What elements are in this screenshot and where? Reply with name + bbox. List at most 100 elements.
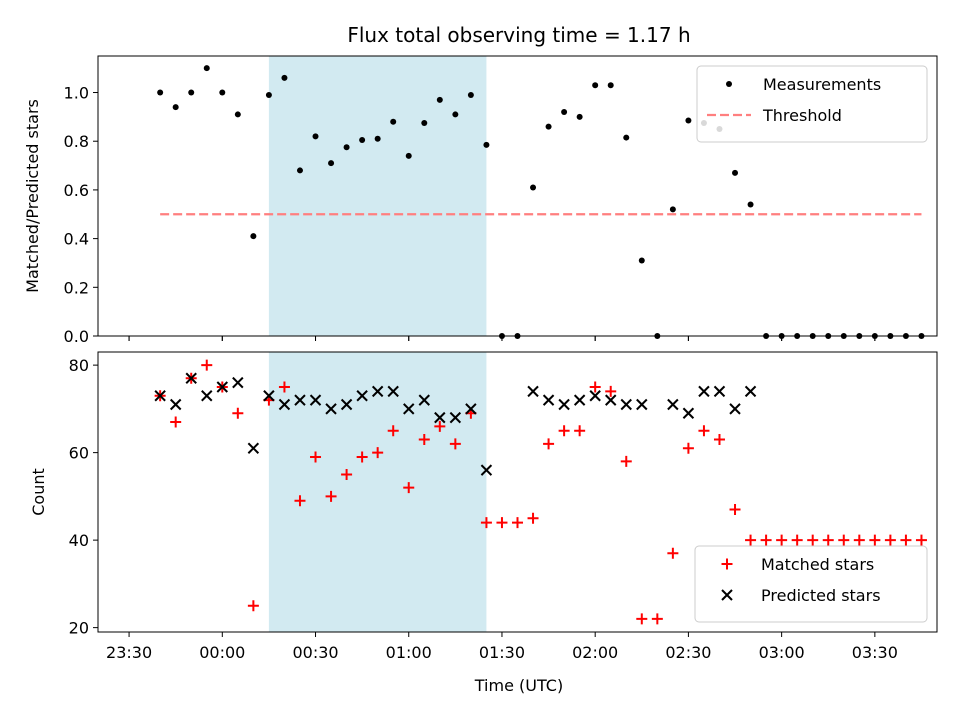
predicted-stars-point xyxy=(169,398,182,411)
y-tick-label: 60 xyxy=(69,444,89,463)
measurement-point xyxy=(250,233,257,240)
predicted-stars-point xyxy=(449,411,462,424)
matched-stars-point xyxy=(698,425,710,437)
measurement-point xyxy=(265,91,272,98)
measurement-point xyxy=(638,257,645,264)
predicted-stars-point xyxy=(201,390,213,402)
matched-stars-point xyxy=(201,359,213,371)
matched-stars-point xyxy=(558,425,570,437)
predicted-stars-point xyxy=(698,385,710,398)
y-tick-label: 80 xyxy=(69,356,89,375)
predicted-stars-point xyxy=(558,398,570,411)
measurement-point xyxy=(172,104,179,111)
matched-stars-point xyxy=(869,534,881,546)
legend-marker-x xyxy=(721,589,733,601)
matched-stars-point xyxy=(651,613,663,625)
predicted-stars-point xyxy=(713,385,726,398)
predicted-stars-point xyxy=(325,403,337,415)
legend-marker-dot xyxy=(726,81,732,87)
measurement-point xyxy=(483,141,490,148)
measurement-point xyxy=(296,167,303,174)
measurement-point xyxy=(592,82,599,89)
matched-stars-point xyxy=(341,469,353,480)
predicted-stars-point xyxy=(294,394,306,406)
matched-stars-point xyxy=(620,455,632,467)
matched-stars-point xyxy=(387,425,399,437)
matched-stars-point xyxy=(278,381,290,393)
shaded-observing-interval xyxy=(268,56,487,336)
measurement-point xyxy=(607,82,614,89)
predicted-stars-point xyxy=(418,394,430,406)
legend-marker-plus xyxy=(721,558,733,570)
matched-stars-point xyxy=(294,495,306,507)
legend-box xyxy=(694,545,928,623)
plot-frame xyxy=(97,55,938,337)
measurement-point xyxy=(669,206,676,213)
measurement-point xyxy=(576,113,583,120)
ratio-panel: 0.0 0.2 0.4 0.6 0.8 1.0 Matched/Predicted star… xyxy=(23,55,938,346)
matched-stars-point xyxy=(589,381,601,393)
matched-stars-point xyxy=(247,600,259,612)
matched-stars-point xyxy=(760,534,772,546)
predicted-stars-point xyxy=(465,403,477,415)
ratio-legend: Measurements Threshold xyxy=(696,65,928,143)
y-tick-label: 0.6 xyxy=(64,181,89,200)
predicted-stars-point xyxy=(185,372,197,384)
matched-stars-point xyxy=(480,517,492,529)
matched-stars-point xyxy=(713,434,725,445)
predicted-stars-point xyxy=(434,411,446,424)
measurement-point xyxy=(436,96,443,103)
legend-label: Measurements xyxy=(763,75,881,94)
predicted-stars-point xyxy=(356,390,368,402)
y-tick-label: 40 xyxy=(69,531,89,550)
y-tick-label: 0.2 xyxy=(64,278,89,297)
matched-stars-point xyxy=(372,447,384,459)
predicted-stars-point xyxy=(573,394,586,406)
measurement-point xyxy=(747,201,754,208)
chart-title: Flux total observing time = 1.17 h xyxy=(347,23,690,47)
x-tick-label: 01:30 xyxy=(479,643,525,662)
matched-stars-point xyxy=(512,517,523,529)
predicted-stars-point xyxy=(636,398,648,411)
matched-stars-point xyxy=(884,534,896,546)
measurement-point xyxy=(530,184,537,191)
x-tick-label: 01:00 xyxy=(386,643,432,662)
x-tick-label: 00:00 xyxy=(199,643,245,662)
x-tick-label: 00:30 xyxy=(292,643,338,662)
measurement-point xyxy=(374,135,381,142)
predicted-stars-point xyxy=(387,385,399,398)
measurement-point xyxy=(234,111,241,118)
measurement-point xyxy=(188,89,195,96)
matched-stars-point xyxy=(682,442,694,454)
matched-stars-point xyxy=(667,547,679,559)
y-tick-label: 0.4 xyxy=(64,230,89,249)
predicted-stars-point xyxy=(154,390,166,402)
predicted-stars-point xyxy=(309,394,322,406)
predicted-stars-point xyxy=(232,376,244,389)
matched-stars-point xyxy=(791,534,803,546)
predicted-stars-point xyxy=(620,398,632,411)
predicted-stars-point xyxy=(589,390,601,402)
predicted-stars-point xyxy=(744,385,757,398)
measurement-point xyxy=(421,119,428,126)
predicted-stars-point xyxy=(247,442,260,454)
matched-stars-point xyxy=(838,534,850,546)
series-predicted-stars xyxy=(154,372,757,476)
matched-stars-point xyxy=(605,385,617,397)
measurement-point xyxy=(545,123,552,130)
matched-stars-point xyxy=(310,451,322,463)
x-tick-label: 03:00 xyxy=(759,643,805,662)
measurement-point xyxy=(359,137,366,143)
measurement-point xyxy=(685,117,692,124)
predicted-stars-point xyxy=(216,381,229,393)
matched-stars-point xyxy=(900,534,912,546)
predicted-stars-point xyxy=(278,398,291,411)
legend-label: Matched stars xyxy=(761,555,874,574)
measurement-point xyxy=(732,169,739,176)
matched-stars-point xyxy=(915,534,927,546)
predicted-stars-point xyxy=(340,398,353,411)
legend-box xyxy=(696,65,928,143)
predicted-stars-point xyxy=(605,394,617,406)
matched-stars-point xyxy=(232,407,244,419)
matched-stars-point xyxy=(853,534,865,546)
